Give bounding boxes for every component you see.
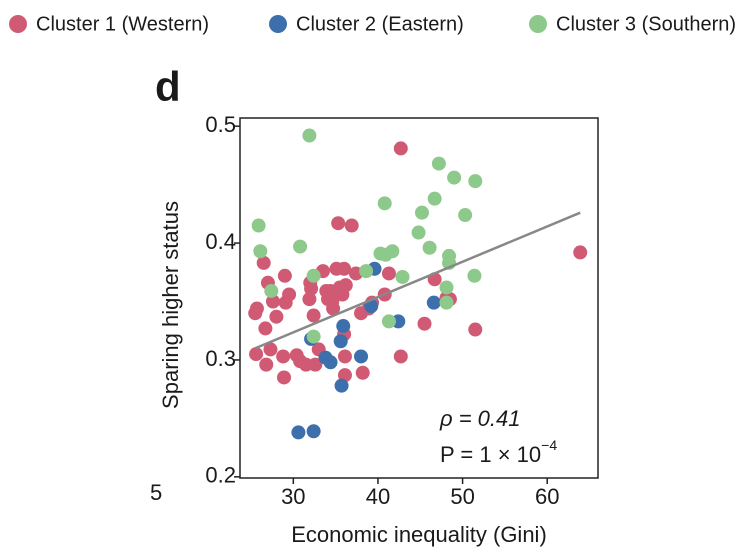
point [359, 264, 374, 279]
point [385, 244, 400, 259]
x-tick-label: 30 [281, 484, 305, 509]
point [381, 314, 396, 329]
x-tick-label: 40 [366, 484, 390, 509]
legend-swatch [269, 15, 287, 33]
point [249, 301, 264, 316]
legend-label: Cluster 1 (Western) [36, 13, 209, 35]
legend-label: Cluster 3 (Southern) [556, 13, 736, 35]
point [326, 301, 341, 316]
x-axis-label: Economic inequality (Gini) [291, 522, 547, 547]
point [422, 240, 437, 255]
point [393, 349, 408, 364]
point [354, 349, 369, 364]
point [333, 334, 348, 349]
x-tick-label: 60 [535, 484, 559, 509]
plot-frame [239, 117, 599, 479]
legend-swatch [529, 15, 547, 33]
point [338, 278, 353, 293]
point [417, 316, 432, 331]
point [264, 283, 279, 298]
point [337, 261, 352, 276]
point [458, 208, 473, 223]
panel-label: d [155, 63, 181, 110]
y-tick-label: 0.4 [205, 229, 236, 254]
point [251, 218, 266, 233]
point [344, 218, 359, 233]
point [266, 294, 281, 309]
point [395, 269, 410, 284]
point [249, 347, 264, 362]
point [331, 216, 346, 231]
point [381, 266, 396, 281]
annotation-rho: ρ = 0.41 [439, 406, 521, 431]
point [468, 174, 483, 189]
y-tick-label: 0.3 [205, 346, 236, 371]
annotation-p-exp: −4 [541, 437, 557, 453]
point [302, 128, 317, 143]
point [306, 329, 321, 344]
legend-swatch [9, 15, 27, 33]
point [253, 244, 268, 259]
annotation-p-base: P = 1 × 10 [440, 442, 541, 467]
trend-line [254, 211, 581, 350]
point [431, 156, 446, 171]
point [426, 295, 441, 310]
point [439, 295, 454, 310]
point [439, 280, 454, 295]
point [277, 370, 292, 385]
annotation-p: P = 1 × 10−4 [440, 437, 557, 467]
point [447, 170, 462, 185]
point [337, 368, 352, 383]
point [269, 309, 284, 324]
point [411, 225, 426, 240]
point [282, 287, 297, 302]
point [293, 239, 308, 254]
point [306, 424, 321, 439]
point [414, 205, 429, 220]
y-axis-label: Sparing higher status [158, 201, 183, 409]
point [323, 355, 338, 370]
point [337, 349, 352, 364]
point [258, 321, 273, 336]
point [355, 365, 370, 380]
point [393, 141, 408, 156]
point [308, 357, 323, 372]
point [263, 342, 278, 357]
point [291, 425, 306, 440]
point [467, 268, 482, 283]
cropped-tick: 5 [150, 480, 162, 505]
point [276, 349, 291, 364]
legend-label: Cluster 2 (Eastern) [296, 13, 464, 35]
y-tick-label: 0.2 [205, 463, 236, 488]
point [377, 196, 392, 211]
point [306, 308, 321, 323]
point [336, 319, 351, 334]
point [573, 245, 588, 260]
point [427, 191, 442, 206]
y-tick-label: 0.5 [205, 112, 236, 137]
point [302, 292, 317, 307]
point [334, 378, 349, 393]
point [468, 322, 483, 337]
point [277, 268, 292, 283]
x-tick-label: 50 [450, 484, 474, 509]
point [304, 281, 319, 296]
point [256, 255, 271, 270]
point [259, 357, 274, 372]
point [306, 268, 321, 283]
